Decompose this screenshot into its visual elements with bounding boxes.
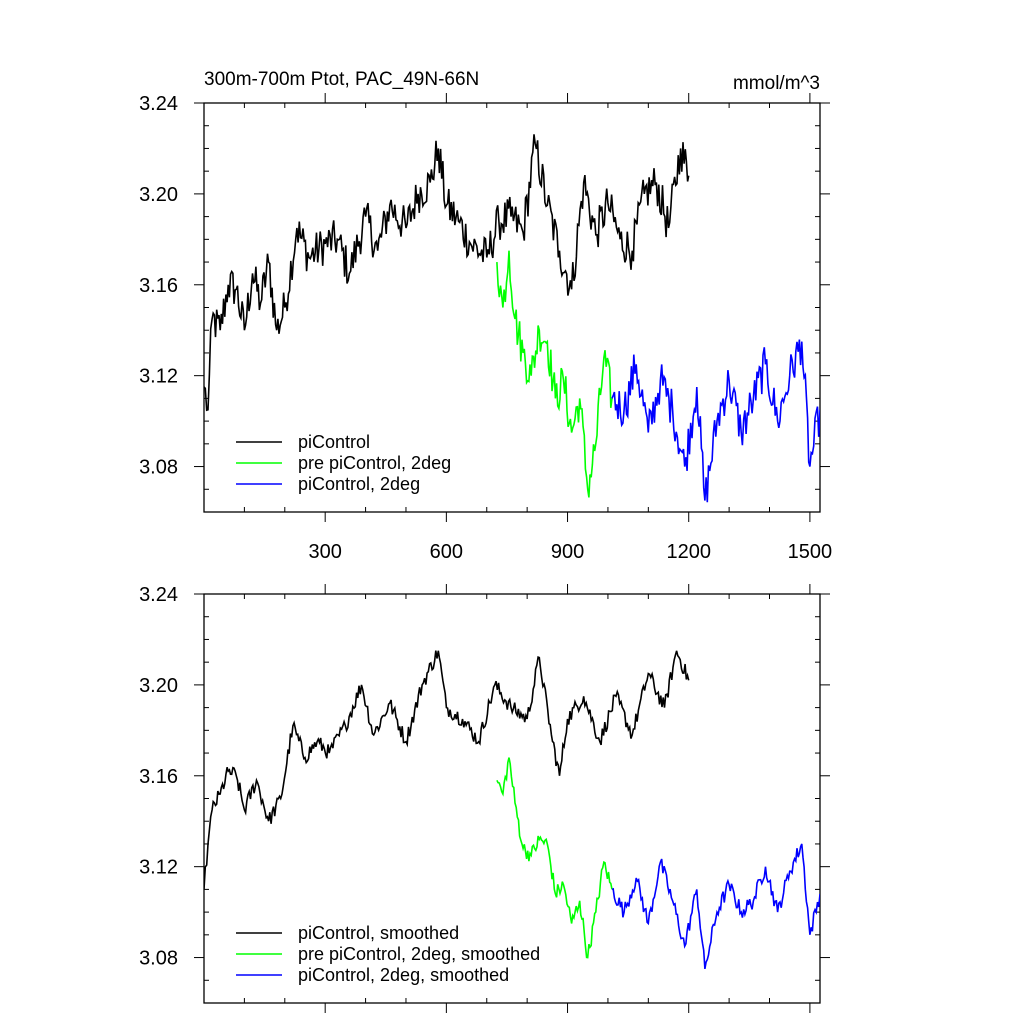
series-line-1 xyxy=(204,134,690,412)
y-tick-label: 3.16 xyxy=(139,275,178,297)
x-tick-label: 600 xyxy=(430,541,463,563)
y-tick-label: 3.08 xyxy=(139,457,178,479)
x-tick-label: 900 xyxy=(551,541,584,563)
y-tick-label: 3.08 xyxy=(139,948,178,970)
x-tick-label: 1500 xyxy=(788,541,833,563)
chart-units: mmol/m^3 xyxy=(733,73,820,94)
y-tick-label: 3.12 xyxy=(139,366,178,388)
series-line-3 xyxy=(611,339,820,503)
legend-label: piControl, smoothed xyxy=(298,923,459,943)
chart-title: 300m-700m Ptot, PAC_49N-66N xyxy=(204,69,479,90)
series-line-3 xyxy=(611,843,820,970)
y-tick-label: 3.20 xyxy=(139,675,178,697)
legend-label: piControl xyxy=(298,432,370,452)
legend-label: piControl, 2deg xyxy=(298,474,420,494)
x-tick-label: 1200 xyxy=(666,541,711,563)
plot-frame xyxy=(203,593,821,1004)
legend-label: pre piControl, 2deg, smoothed xyxy=(298,944,540,964)
series-line-2 xyxy=(496,250,613,498)
legend-label: pre piControl, 2deg xyxy=(298,453,451,473)
x-tick-label: 300 xyxy=(308,541,341,563)
series-line-1 xyxy=(204,650,690,890)
panel-1: 300 600 900 1200 1500 3.08 3.12 3.16 3.20 3.24 300… xyxy=(139,69,832,563)
y-tick-label: 3.24 xyxy=(139,93,178,115)
y-tick-label: 3.20 xyxy=(139,184,178,206)
series-line-2 xyxy=(496,757,613,959)
y-tick-label: 3.24 xyxy=(139,584,178,606)
legend-label: piControl, 2deg, smoothed xyxy=(298,965,509,985)
y-tick-label: 3.12 xyxy=(139,857,178,879)
y-tick-label: 3.16 xyxy=(139,766,178,788)
